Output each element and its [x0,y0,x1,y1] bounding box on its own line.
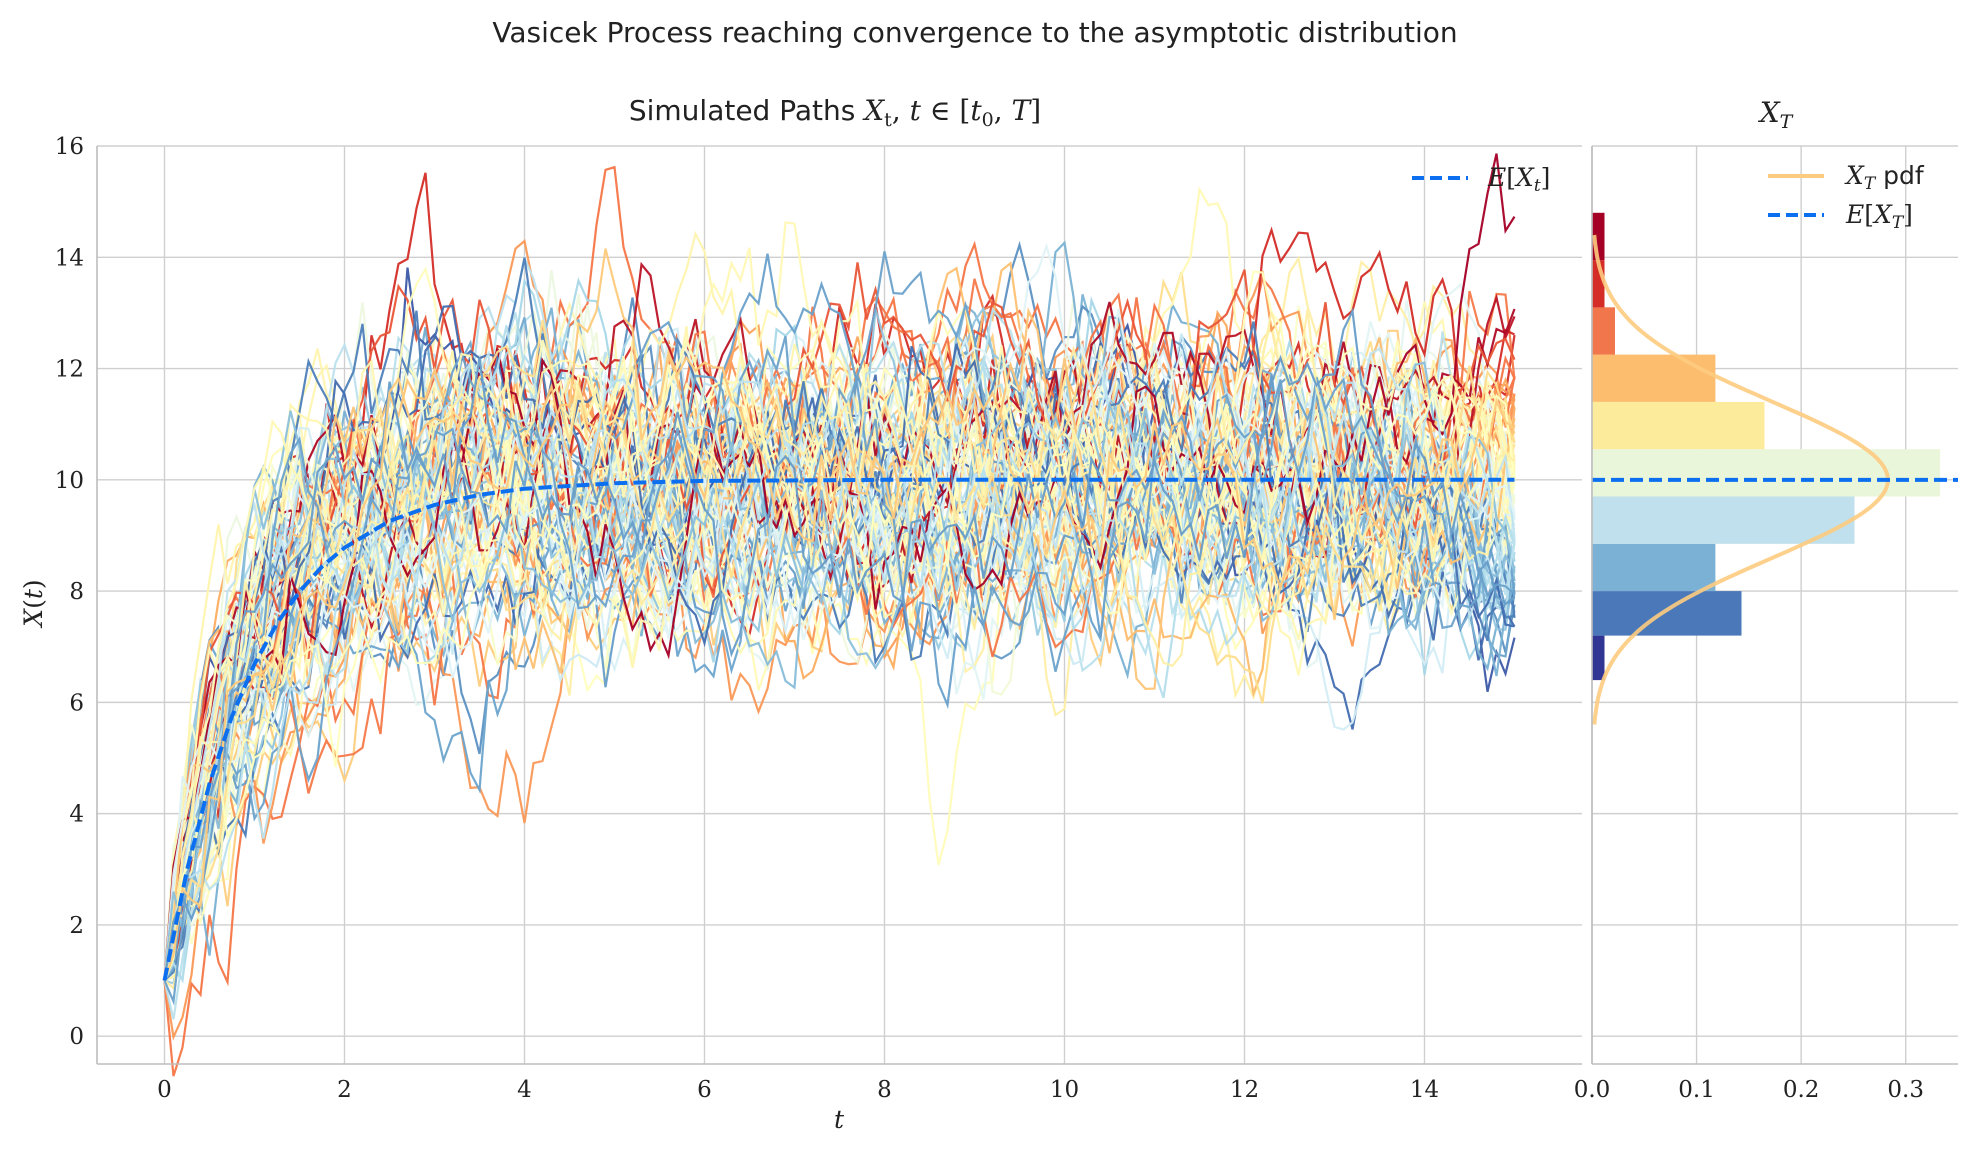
y-tick-label: 12 [55,357,84,383]
x-tick-label: 6 [697,1077,712,1103]
simulated-path [163,369,1516,981]
x-tick-label: 2 [337,1077,352,1103]
simulated-paths [163,153,1516,1077]
y-tick-label: 6 [69,690,84,716]
x-tick-label: 10 [1050,1077,1079,1103]
legend-label-mean-T: E[XT] [1845,200,1913,233]
histogram-bar [1592,496,1855,544]
simulated-path [163,361,1516,981]
y-tick-label: 16 [55,134,84,160]
simulated-path [163,358,1516,981]
histogram-x-tick-label: 0.0 [1574,1077,1611,1103]
figure-title: Vasicek Process reaching convergence to … [492,16,1457,49]
y-tick-label: 4 [69,802,84,828]
y-axis-label: X(t) [19,579,48,628]
x-tick-label: 0 [157,1077,172,1103]
legend-label-mean: E[Xt] [1487,163,1550,196]
x-tick-label: 12 [1230,1077,1259,1103]
histogram-x-tick-label: 0.1 [1678,1077,1715,1103]
histogram-tick-labels: 0.0 0.1 0.2 0.3 [1574,1077,1924,1103]
x-tick-label: 4 [517,1077,532,1103]
histogram-bars [1592,212,1941,681]
y-tick-label: 2 [69,913,84,939]
paths-panel: Simulated Paths Xt, t ∈ [t0, T] 0 2 4 6 8 10 1… [19,94,1582,1134]
simulated-path [163,309,1516,981]
paths-panel-title: Simulated Paths Xt, t ∈ [t0, T] [629,94,1041,131]
x-tick-label: 8 [877,1077,892,1103]
x-tick-label: 14 [1410,1077,1439,1103]
paths-legend: E[Xt] [1412,163,1550,196]
histogram-bar [1592,591,1742,636]
x-axis-label: t [834,1105,845,1134]
y-tick-label: 10 [55,468,84,494]
y-tick-label: 14 [55,245,84,271]
histogram-panel: XT 0.0 0.1 0.2 0.3 XT pdf E[XT] [1574,96,1958,1103]
histogram-bar [1592,449,1941,497]
simulated-path [163,338,1516,981]
y-tick-label: 0 [69,1024,84,1050]
simulated-path [163,253,1516,1006]
histogram-bar [1592,354,1716,402]
simulated-path [163,317,1516,981]
simulated-path [163,248,1516,981]
histogram-bar [1592,635,1605,681]
simulated-path [163,270,1516,981]
expected-value-line [162,477,1515,981]
simulated-path [163,307,1516,981]
simulated-path [163,257,1515,982]
simulated-path [163,354,1516,981]
histogram-x-tick-label: 0.2 [1783,1077,1820,1103]
histogram-bar [1592,307,1615,355]
histogram-x-tick-label: 0.3 [1887,1077,1924,1103]
histogram-bar [1592,543,1716,592]
legend-label-pdf: XT pdf [1844,161,1925,194]
paths-tick-labels: 0 2 4 6 8 10 12 14 0 2 4 6 8 10 12 14 16 [55,134,1439,1103]
simulated-path [163,251,1516,982]
y-tick-label: 8 [69,579,84,605]
histogram-bar [1592,401,1765,450]
